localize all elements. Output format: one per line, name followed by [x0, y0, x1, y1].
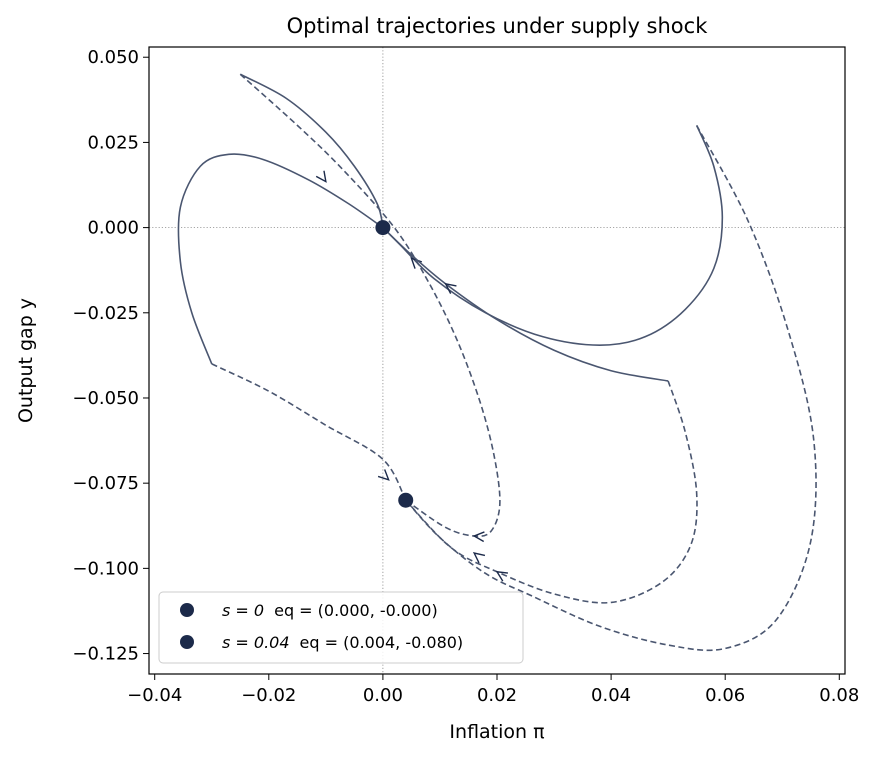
y-axis-label: Output gap y — [15, 298, 37, 423]
y-axis-ticks: 0.050 0.025 0.000 −0.025 −0.050 −0.075 −0.100 −… — [72, 47, 149, 665]
x-tick-label: 0.06 — [705, 685, 745, 706]
chart-title: Optimal trajectories under supply shock — [287, 14, 709, 38]
direction-arrow-0 — [315, 170, 327, 183]
reference-lines — [149, 47, 845, 674]
y-tick-label: −0.125 — [72, 644, 139, 665]
direction-arrow-7 — [495, 570, 509, 582]
y-tick-label: −0.025 — [72, 303, 139, 324]
legend-label-s0-suffix: eq = (0.000, -0.000) — [274, 601, 438, 620]
legend-marker-s004 — [180, 635, 194, 649]
trajectory-s004-7 — [405, 125, 817, 652]
x-axis-ticks: −0.04 −0.02 0.00 0.02 0.04 0.06 0.08 — [127, 674, 859, 706]
legend: s = 0 eq = (0.000, -0.000) s = 0.04 eq = (… — [158, 591, 524, 664]
y-tick-label: 0.000 — [87, 218, 139, 239]
x-tick-label: 0.00 — [363, 685, 403, 706]
x-tick-label: 0.02 — [477, 685, 517, 706]
equilibria-group — [375, 220, 414, 508]
trajectory-s004-6 — [405, 380, 698, 604]
direction-arrow-3 — [444, 282, 457, 294]
series-group — [177, 73, 817, 652]
trajectory-s0-2 — [382, 125, 724, 346]
legend-label-s004-suffix: eq = (0.004, -0.080) — [300, 633, 464, 652]
legend-label-s0-prefix: s = 0 — [222, 601, 264, 620]
legend-label-s0: s = 0 eq = (0.000, -0.000) — [222, 601, 438, 620]
y-tick-label: −0.075 — [72, 473, 139, 494]
legend-label-s004-prefix: s = 0.04 — [222, 633, 290, 652]
equilibrium-point-0 — [375, 220, 391, 236]
legend-marker-s0 — [180, 603, 194, 617]
x-tick-label: 0.08 — [819, 685, 859, 706]
x-tick-label: −0.02 — [241, 685, 296, 706]
y-tick-label: 0.025 — [87, 132, 139, 153]
direction-arrow-5 — [377, 469, 390, 481]
direction-arrow-6 — [472, 552, 486, 564]
trajectory-s004-5 — [211, 363, 407, 501]
legend-box — [158, 591, 524, 664]
x-axis-label: Inflation π — [449, 721, 544, 743]
legend-label-s004: s = 0.04 eq = (0.004, -0.080) — [222, 633, 463, 652]
y-tick-label: −0.050 — [72, 388, 139, 409]
x-tick-label: −0.04 — [127, 685, 182, 706]
trajectory-s0-3 — [382, 227, 669, 382]
trajectory-s0-0 — [239, 73, 384, 228]
y-tick-label: 0.050 — [87, 47, 139, 68]
y-tick-label: −0.100 — [72, 558, 139, 579]
trajectory-s0-1 — [177, 153, 384, 365]
direction-arrow-4 — [472, 531, 485, 543]
equilibrium-point-1 — [398, 492, 414, 508]
x-tick-label: 0.04 — [591, 685, 631, 706]
